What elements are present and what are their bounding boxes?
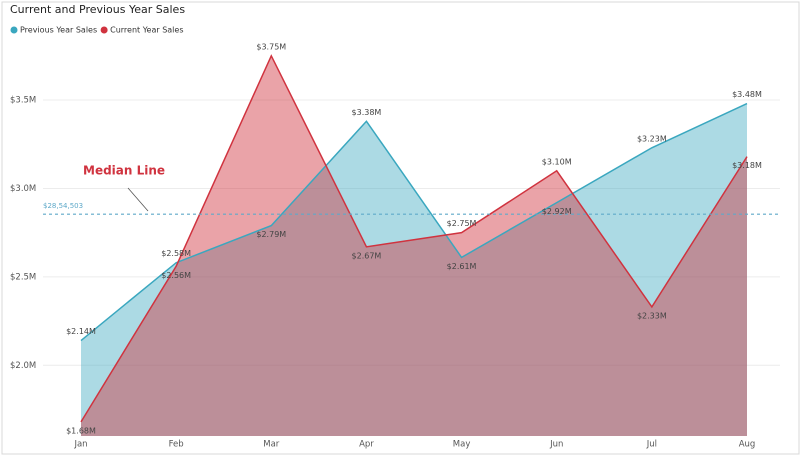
data-label: $2.92M [542, 207, 572, 216]
grid [43, 99, 780, 366]
legend-label: Previous Year Sales [20, 26, 97, 35]
x-tick-label: May [453, 440, 471, 450]
y-tick-label: $2.0M [10, 361, 36, 371]
series-line [80, 54, 748, 423]
data-label: $3.75M [256, 42, 286, 51]
y-tick-label: $3.5M [10, 96, 36, 106]
data-label: $3.38M [352, 108, 382, 117]
legend-label: Current Year Sales [110, 26, 183, 35]
legend-marker [100, 26, 108, 34]
x-tick-label: Apr [359, 440, 374, 450]
data-label: $2.56M [161, 271, 191, 280]
data-label: $2.79M [256, 230, 286, 239]
data-label: $3.10M [542, 157, 572, 166]
x-tick-label: Mar [263, 440, 280, 450]
series-line [80, 102, 748, 342]
annotation: Median Line [83, 164, 165, 178]
annotation-pointer [127, 187, 149, 212]
data-label: $2.61M [447, 262, 477, 271]
data-label: $2.14M [66, 327, 96, 336]
data-label: $2.33M [637, 311, 667, 320]
data-label: $2.75M [447, 219, 477, 228]
data-label: $2.58M [161, 249, 191, 258]
data-label: $2.67M [352, 251, 382, 260]
median-label: $28,54,503 [43, 202, 83, 210]
data-label: $1.68M [66, 426, 96, 435]
data-label: $3.48M [732, 90, 762, 99]
area-fill [81, 103, 747, 436]
legend: Previous Year Sales Current Year Sales [10, 26, 184, 35]
chart-title: Current and Previous Year Sales [10, 3, 185, 16]
labels: $2.0M $2.5M $3.0M $3.5M Jan Feb Mar Apr May Jun Ju… [10, 42, 762, 449]
data-label: $3.18M [732, 161, 762, 170]
x-tick-label: Jun [549, 440, 563, 450]
area-fill [81, 55, 747, 436]
x-tick-label: Jul [646, 440, 657, 450]
x-tick-label: Aug [739, 440, 756, 450]
x-tick-label: Jan [73, 440, 87, 450]
plot [43, 54, 780, 436]
data-label: $3.23M [637, 134, 667, 143]
x-tick-label: Feb [169, 440, 184, 450]
y-tick-label: $2.5M [10, 272, 36, 282]
legend-marker [10, 26, 18, 34]
y-tick-label: $3.0M [10, 184, 36, 194]
